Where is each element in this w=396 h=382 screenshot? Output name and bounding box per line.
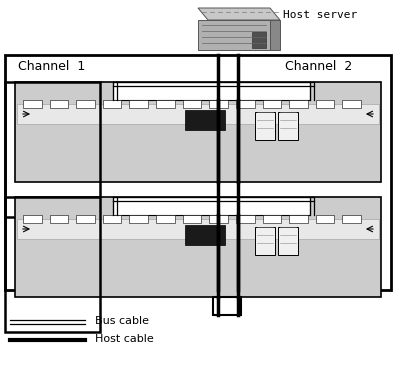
Bar (103, 100, 122, 108)
Bar (255, 112, 275, 140)
Text: Host server: Host server (283, 10, 357, 20)
Polygon shape (198, 8, 280, 20)
Bar (209, 215, 228, 223)
Text: Host cable: Host cable (95, 334, 154, 344)
Bar (289, 100, 308, 108)
Bar (156, 100, 175, 108)
Bar (113, 197, 310, 215)
Bar (103, 215, 122, 223)
Bar (129, 100, 148, 108)
Bar (213, 297, 241, 315)
Bar (15, 82, 381, 182)
Bar (15, 197, 381, 297)
Bar (263, 100, 281, 108)
Bar (23, 100, 42, 108)
Text: Channel  1: Channel 1 (18, 60, 85, 73)
Bar (76, 100, 95, 108)
Bar (76, 215, 95, 223)
Bar (113, 82, 310, 100)
Bar (289, 215, 308, 223)
Bar (156, 215, 175, 223)
Bar (198, 20, 270, 50)
Text: Bus cable: Bus cable (95, 316, 149, 326)
Bar (252, 32, 266, 48)
Bar (5, 197, 100, 332)
Bar (255, 227, 275, 255)
Bar (278, 112, 298, 140)
Bar (50, 100, 68, 108)
Polygon shape (270, 20, 280, 50)
Bar (343, 215, 361, 223)
Bar (50, 215, 68, 223)
Bar (23, 215, 42, 223)
Bar (185, 225, 225, 245)
Bar (236, 100, 255, 108)
Bar (185, 110, 225, 130)
Bar (183, 215, 201, 223)
Bar (183, 100, 201, 108)
Bar (343, 100, 361, 108)
Bar (5, 82, 100, 217)
Bar (17, 219, 379, 239)
Bar (263, 215, 281, 223)
Bar (17, 104, 379, 124)
Bar (209, 100, 228, 108)
Bar (129, 215, 148, 223)
Bar (236, 215, 255, 223)
Bar (5, 55, 391, 290)
Bar (316, 215, 334, 223)
Bar (278, 227, 298, 255)
Bar (316, 100, 334, 108)
Text: Channel  2: Channel 2 (285, 60, 352, 73)
